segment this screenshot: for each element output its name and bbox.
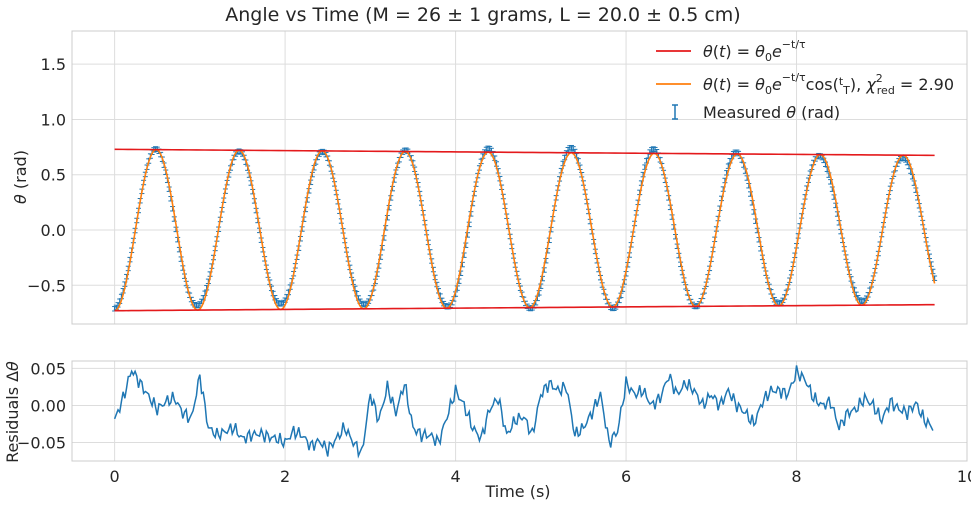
residuals-plot-y-label: Residuals Δθ bbox=[3, 361, 22, 463]
x-tick-label: 4 bbox=[450, 467, 460, 486]
x-tick-label: 2 bbox=[280, 467, 290, 486]
residuals-y-tick-label: −0.05 bbox=[17, 433, 66, 452]
legend-label-measured: Measured θ (rad) bbox=[703, 103, 840, 122]
residuals-plot-y-ticks: −0.05 0.00 0.05 bbox=[17, 359, 66, 452]
residuals-y-tick-label: 0.05 bbox=[30, 359, 66, 378]
angle-plot-y-label: θ (rad) bbox=[11, 150, 30, 204]
angle-plot-y-tick-label: 0.5 bbox=[41, 166, 66, 185]
angle-plot-y-tick-label: 1.0 bbox=[41, 110, 66, 129]
angle-plot-y-tick-label: −0.5 bbox=[27, 276, 66, 295]
x-tick-label: 10 bbox=[957, 467, 971, 486]
angle-plot-y-tick-label: 0.0 bbox=[41, 221, 66, 240]
residuals-y-tick-label: 0.00 bbox=[30, 396, 66, 415]
angle-plot-y-ticks: −0.5 0.0 0.5 1.0 1.5 bbox=[27, 55, 66, 295]
residuals-plot: −0.05 0.00 0.05 0 2 4 6 8 10 Residuals Δθ Time … bbox=[3, 359, 971, 501]
legend-label-fit: θ(t) = θ0e−t/τcos(tT), χ2 red = 2.90 bbox=[703, 71, 954, 97]
angle-plot-y-tick-label: 1.5 bbox=[41, 55, 66, 74]
x-tick-label: 6 bbox=[621, 467, 631, 486]
x-tick-label: 8 bbox=[791, 467, 801, 486]
angle-plot: −0.5 0.0 0.5 1.0 1.5 Angle vs Time (M = 26 ±… bbox=[11, 4, 967, 324]
x-tick-label: 0 bbox=[110, 467, 120, 486]
x-axis-label: Time (s) bbox=[484, 482, 550, 501]
chart-title: Angle vs Time (M = 26 ± 1 grams, L = 20.… bbox=[225, 4, 740, 26]
